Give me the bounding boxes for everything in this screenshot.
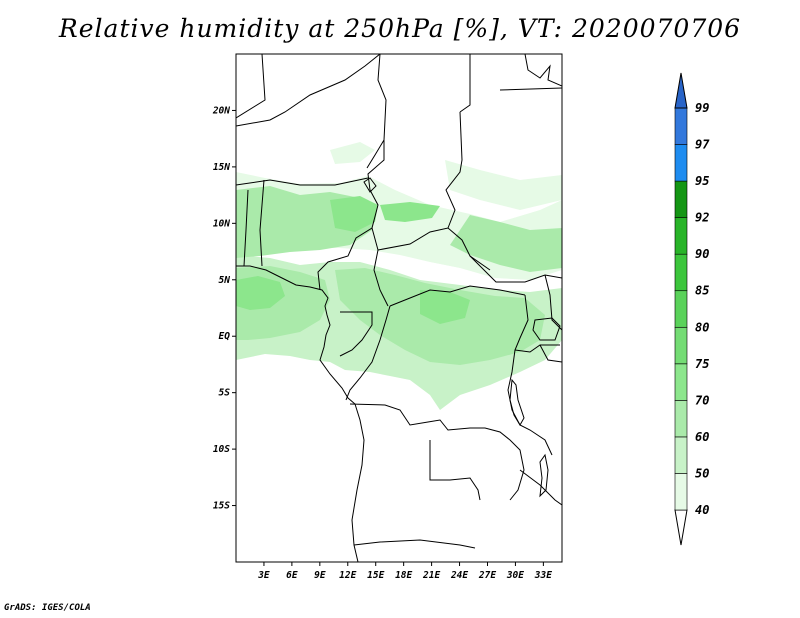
lat-tick-label: 15N: [213, 162, 230, 173]
border-east-lakes: [507, 294, 553, 456]
lon-tick-label: 9E: [314, 570, 326, 581]
humidity-field-east: [445, 160, 562, 210]
lon-tick-label: 33E: [534, 570, 552, 581]
border-rwanda-burundi: [514, 344, 560, 353]
colorbar-lower-triangle: [674, 509, 688, 546]
lake-tanganyika: [509, 378, 525, 426]
colorbar-segment: [674, 144, 688, 182]
grads-credit: GrADS: IGES/COLA: [4, 603, 91, 613]
lat-tick-label: 5N: [219, 275, 231, 286]
colorbar-label: 92: [695, 211, 709, 225]
border-togo: [243, 189, 249, 267]
border-algeria-niger: [236, 54, 381, 127]
border-algeria-libya: [459, 54, 471, 113]
humidity-field-core-4: [420, 290, 470, 324]
border-uganda-kenya: [544, 274, 562, 331]
coastline-and-borders: [236, 54, 562, 562]
colorbar-segment: [674, 326, 688, 365]
colorbar-segment: [674, 473, 688, 511]
lat-tick-label: EQ: [219, 331, 231, 342]
humidity-field-core-2: [380, 202, 440, 222]
colorbar-label: 97: [695, 138, 710, 152]
border-angola-namibia: [353, 539, 476, 549]
lat-tick-label: 15S: [213, 501, 230, 512]
border-benin: [259, 179, 265, 267]
lake-victoria: [532, 317, 561, 341]
colorbar: 40 50 60 70 75 80 85 90 92 95 97 99: [674, 72, 710, 546]
colorbar-label: 80: [695, 320, 709, 334]
lake-malawi: [539, 453, 549, 498]
lon-tick-label: 12E: [339, 570, 356, 581]
west-africa-coast: [236, 265, 365, 562]
colorbar-segment: [674, 217, 688, 255]
border-chad-sudan: [445, 111, 463, 229]
border-congo-drc: [345, 305, 391, 401]
colorbar-label: 75: [695, 357, 709, 371]
colorbar-upper-triangle: [674, 72, 688, 109]
map-axes: 3E 6E 9E 12E 15E 18E 21E 24E 27E 30E 33E 20N 15N 10N 5…: [212, 105, 552, 581]
colorbar-segment: [674, 253, 688, 292]
border-niger-libya: [366, 54, 387, 169]
border-sudan-south: [469, 255, 562, 283]
border-car-drc: [389, 285, 526, 307]
colorbar-segment: [674, 400, 688, 438]
lon-tick-label: 6E: [286, 570, 298, 581]
lat-tick-label: 20N: [212, 105, 230, 116]
lon-tick-label: 18E: [395, 570, 412, 581]
border-gabon-congo: [339, 311, 373, 357]
lon-tick-label: 30E: [506, 570, 524, 581]
border-mali: [236, 54, 266, 119]
humidity-field-east-band: [450, 215, 562, 272]
lon-tick-label: 21E: [422, 570, 440, 581]
humidity-field-north: [330, 142, 375, 164]
colorbar-segment: [674, 290, 688, 328]
humidity-shading: [236, 142, 562, 410]
border-drc-angola: [349, 403, 525, 501]
colorbar-label: 90: [695, 247, 709, 261]
colorbar-segment: [674, 180, 688, 218]
colorbar-label: 99: [695, 101, 709, 115]
map-frame: [235, 53, 563, 563]
colorbar-label: 85: [695, 284, 709, 298]
lat-tick-label: 10S: [213, 444, 230, 455]
humidity-field-core-3: [236, 276, 285, 310]
lake-chad: [363, 177, 377, 193]
border-nigeria-cameroon: [317, 189, 379, 291]
border-tanzania: [539, 344, 562, 363]
lon-tick-label: 27E: [478, 570, 496, 581]
lat-tick-label: 5S: [219, 388, 231, 399]
colorbar-label: 95: [695, 174, 709, 188]
lon-tick-label: 3E: [257, 570, 270, 581]
humidity-field-core-1: [330, 196, 378, 232]
red-sea-coast: [524, 54, 562, 87]
colorbar-label: 70: [695, 393, 709, 407]
colorbar-label: 60: [695, 430, 709, 444]
lon-tick-label: 15E: [367, 570, 384, 581]
lat-tick-label: 10N: [213, 218, 230, 229]
map-title: Relative humidity at 250hPa [%], VT: 202…: [58, 14, 742, 43]
border-niger-nigeria: [236, 177, 369, 186]
lon-tick-label: 24E: [450, 570, 468, 581]
border-angola-zambia: [429, 440, 481, 501]
border-cameroon-car: [371, 227, 389, 307]
colorbar-segment: [674, 436, 688, 474]
colorbar-segment: [674, 363, 688, 401]
egypt-border: [499, 87, 562, 91]
border-niger-chad: [367, 140, 385, 191]
colorbar-label: 40: [695, 503, 709, 517]
colorbar-segment: [674, 107, 688, 145]
border-zambia-mozambique: [519, 469, 562, 506]
colorbar-label: 50: [695, 466, 709, 480]
